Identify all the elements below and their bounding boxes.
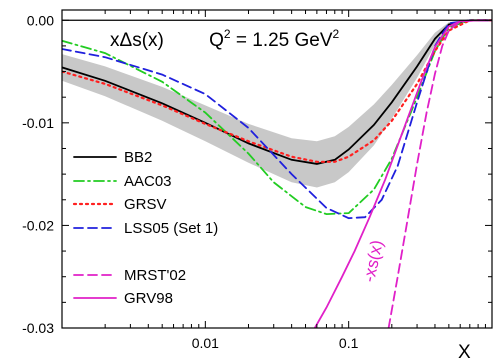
y-tick-label-0: 0.00 <box>27 12 54 28</box>
series-line-2 <box>62 19 492 163</box>
series-line-4 <box>387 19 492 328</box>
title-lhs: xΔs(x) <box>110 30 164 51</box>
y-tick-label-3: -0.03 <box>22 320 54 336</box>
legend: BB2 AAC03 GRSV LSS05 (Set 1) MRST'02 GRV98 <box>72 149 218 307</box>
title-value: = 1.25 GeV <box>231 30 333 51</box>
y-tick-label-2: -0.02 <box>22 217 54 233</box>
series-line-5 <box>313 19 492 328</box>
annotation-text: -xs(x) <box>359 238 386 284</box>
series-line-3 <box>62 19 492 220</box>
title-q: Q <box>209 30 224 51</box>
x-axis-label: X <box>458 342 471 362</box>
series-line-0 <box>62 19 492 165</box>
plot-frame <box>61 9 493 329</box>
title-q-exp: 2 <box>224 27 231 41</box>
y-tick-label-1: -0.01 <box>22 115 54 131</box>
legend-label-4: MRST'02 <box>124 267 186 284</box>
x-tick-label-1: 0.1 <box>339 335 359 351</box>
legend-label-5: GRV98 <box>124 290 173 307</box>
legend-label-2: GRSV <box>124 196 167 213</box>
x-tick-label-0: 0.01 <box>192 335 219 351</box>
chart-title: xΔs(x) Q2 = 1.25 GeV2 <box>110 27 340 51</box>
title-unit-exp: 2 <box>333 27 340 41</box>
legend-label-3: LSS05 (Set 1) <box>124 220 218 237</box>
legend-label-0: BB2 <box>124 149 152 166</box>
legend-label-1: AAC03 <box>124 173 172 190</box>
